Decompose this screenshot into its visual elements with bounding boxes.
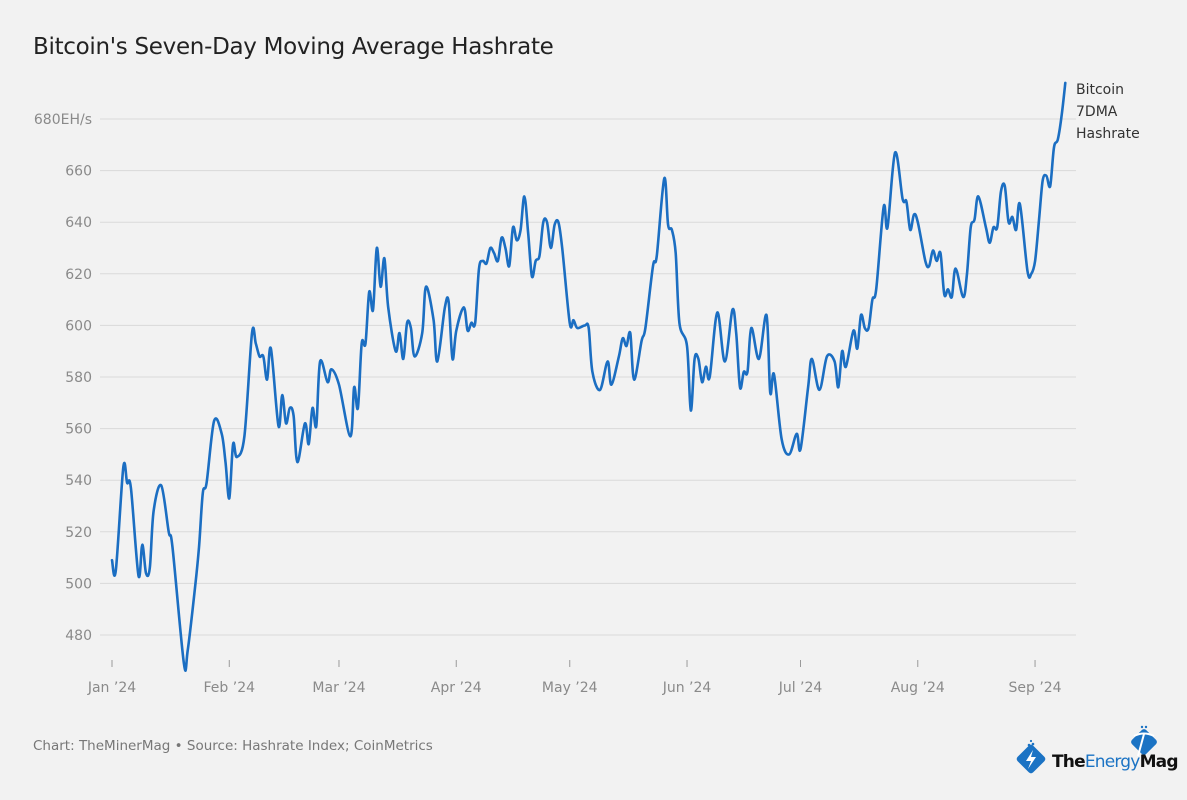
- series-line-bitcoin-7dma-hashrate: [110, 81, 1067, 672]
- series-end-label: Bitcoin 7DMA Hashrate: [1076, 82, 1140, 142]
- y-tick-label: 540: [65, 473, 92, 489]
- pickaxe-diamond-icon: [1131, 725, 1157, 757]
- y-tick-label: 500: [65, 576, 92, 592]
- svg-text:TheEnergyMag: TheEnergyMag: [1052, 752, 1178, 772]
- y-tick-label: 660: [65, 164, 92, 180]
- y-tick-label: 520: [65, 525, 92, 541]
- x-tick-label: Feb ’24: [204, 680, 256, 696]
- x-tick-label: Apr ’24: [431, 680, 482, 696]
- y-tick-label: 480: [65, 628, 92, 644]
- series-label-line: Hashrate: [1076, 126, 1140, 142]
- y-tick-label: 640: [65, 215, 92, 231]
- chart-source-footer: Chart: TheMinerMag • Source: Hashrate In…: [33, 738, 433, 754]
- lightning-diamond-icon: [1016, 739, 1046, 774]
- x-tick-label: Jul ’24: [778, 680, 823, 696]
- y-gridlines: [100, 118, 1076, 636]
- line-chart: 480 500 520 540 560 580 600 620 640 660 680EH/s Ja…: [34, 81, 1140, 696]
- chart-title: Bitcoin's Seven-Day Moving Average Hashr…: [33, 34, 554, 60]
- y-tick-label: 600: [65, 318, 92, 334]
- series-label-line: Bitcoin: [1076, 82, 1124, 98]
- x-tick-label: Jan ’24: [87, 680, 136, 696]
- x-tick-label: Jun ’24: [662, 680, 712, 696]
- y-axis-tick-labels: 480 500 520 540 560 580 600 620 640 660 680EH/s: [34, 112, 92, 644]
- x-axis-ticks: Jan ’24 Feb ’24 Mar ’24 Apr ’24 May ’24 Jun ’…: [87, 660, 1062, 696]
- y-tick-label: 680EH/s: [34, 112, 92, 128]
- x-tick-label: Mar ’24: [312, 680, 365, 696]
- series-label-line: 7DMA: [1076, 104, 1118, 120]
- y-tick-label: 580: [65, 370, 92, 386]
- theenergymag-logo: TheEnergyMag: [1016, 725, 1179, 774]
- x-tick-label: Aug ’24: [891, 680, 945, 696]
- y-tick-label: 620: [65, 267, 92, 283]
- x-tick-label: May ’24: [542, 680, 598, 696]
- x-tick-label: Sep ’24: [1008, 680, 1061, 696]
- y-tick-label: 560: [65, 422, 92, 438]
